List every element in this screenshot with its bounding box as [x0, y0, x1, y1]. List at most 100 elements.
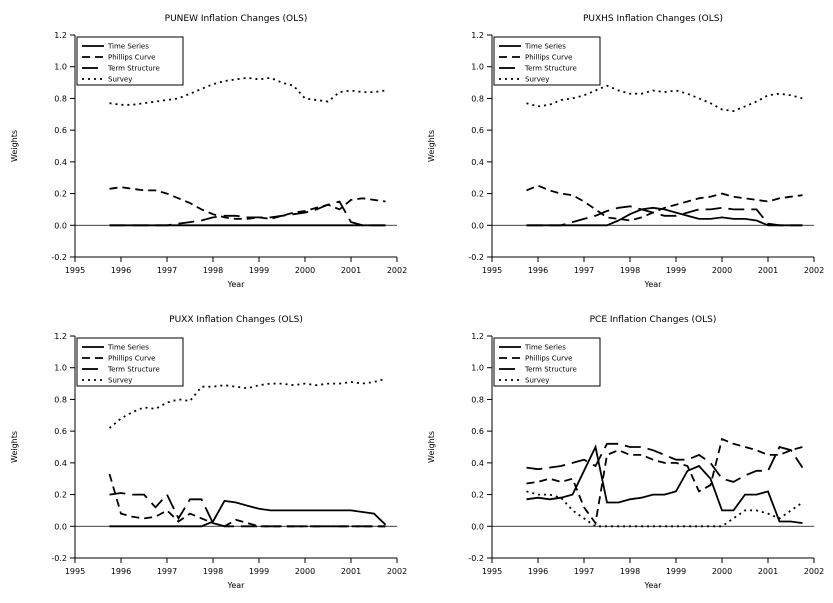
legend-label: Time Series — [107, 344, 149, 352]
legend-label: Time Series — [524, 344, 566, 352]
y-tick-label: 0.8 — [54, 94, 67, 103]
chart-panel-puxx: PUXX Inflation Changes (OLS) -0.2 0.0 0.2 0.… — [0, 301, 416, 603]
x-tick-label: 2001 — [757, 567, 777, 576]
chart-title: PUXX Inflation Changes (OLS) — [169, 315, 303, 325]
x-tick-label: 1999 — [665, 567, 685, 576]
x-tick-label: 1998 — [619, 266, 639, 275]
chart-panel-puxhs: PUXHS Inflation Changes (OLS) -0.2 0.0 0.2 0… — [416, 0, 833, 301]
x-tick-label: 2000 — [711, 567, 731, 576]
series-time-series — [526, 206, 802, 226]
x-tick-label: 2000 — [711, 266, 731, 275]
series-phillips-curve — [525, 437, 803, 526]
chart-puxx: PUXX Inflation Changes (OLS) -0.2 0.0 0.2 0.… — [10, 315, 407, 590]
legend-label: Phillips Curve — [108, 355, 155, 363]
y-tick-label: 0.8 — [471, 94, 484, 103]
x-tick-label: 1997 — [573, 567, 593, 576]
x-tick-label: 1998 — [619, 567, 639, 576]
series-term-structure — [526, 204, 802, 226]
y-tick-label: -0.2 — [51, 253, 67, 262]
x-tick-label: 1997 — [573, 266, 593, 275]
legend-label: Phillips Curve — [525, 53, 572, 61]
x-tick-label: 1996 — [111, 266, 131, 275]
y-tick-label: 0.4 — [471, 157, 484, 166]
legend-label: Time Series — [524, 42, 566, 50]
chart-title: PCE Inflation Changes (OLS) — [589, 315, 716, 325]
y-tick-label: 0.8 — [471, 395, 484, 404]
x-tick-label: 1995 — [481, 266, 501, 275]
chart-title: PUNEW Inflation Changes (OLS) — [165, 14, 308, 24]
legend-label: Survey — [525, 377, 549, 385]
series-phillips-curve — [525, 184, 803, 221]
legend-label: Time Series — [107, 42, 149, 50]
x-tick-label: 2000 — [295, 266, 315, 275]
series-phillips-curve — [108, 473, 386, 528]
series-term-structure — [109, 199, 386, 226]
series-time-series — [525, 444, 803, 524]
x-tick-label: 1995 — [65, 567, 85, 576]
y-tick-label: 1.0 — [471, 364, 484, 373]
legend-label: Term Structure — [524, 64, 577, 72]
legend-box — [493, 337, 600, 387]
y-tick-label: 0.0 — [471, 221, 484, 230]
y-axis-label: Weights — [427, 129, 436, 161]
y-tick-label: 0.8 — [54, 395, 67, 404]
y-axis-label: Weights — [427, 431, 436, 463]
y-tick-label: 0.4 — [54, 157, 67, 166]
x-tick-label: 1999 — [249, 266, 269, 275]
x-tick-label: 2001 — [757, 266, 777, 275]
y-axis-label: Weights — [10, 129, 19, 161]
series-survey — [108, 377, 386, 429]
x-tick-label: 1998 — [203, 567, 223, 576]
x-tick-label: 1995 — [65, 266, 85, 275]
y-axis-label: Weights — [10, 431, 19, 463]
y-tick-label: 0.6 — [54, 126, 67, 135]
y-tick-label: 1.2 — [54, 332, 67, 341]
legend-box — [493, 36, 600, 85]
legend-label: Survey — [525, 75, 549, 83]
legend-label: Survey — [108, 75, 132, 83]
x-tick-label: 2002 — [387, 266, 407, 275]
chart-title: PUXHS Inflation Changes (OLS) — [582, 14, 722, 24]
x-tick-label: 1997 — [157, 266, 177, 275]
x-tick-label: 2002 — [803, 266, 823, 275]
y-tick-label: 0.2 — [54, 189, 67, 198]
legend-label: Term Structure — [107, 366, 160, 374]
y-tick-label: 0.4 — [471, 459, 484, 468]
y-tick-label: 1.2 — [471, 332, 484, 341]
y-tick-label: 0.0 — [54, 221, 67, 230]
y-tick-label: 0.2 — [471, 189, 484, 198]
x-tick-label: 2000 — [295, 567, 315, 576]
series-time-series — [109, 499, 387, 528]
legend-label: Term Structure — [524, 366, 577, 374]
chart-panel-punew: PUNEW Inflation Changes (OLS) -0.2 0.0 0.2 0… — [0, 0, 416, 301]
y-tick-label: 0.6 — [54, 427, 67, 436]
chart-punew: PUNEW Inflation Changes (OLS) -0.2 0.0 0.2 0… — [10, 14, 407, 289]
x-tick-label: 2002 — [803, 567, 823, 576]
series-term-structure — [525, 442, 803, 483]
x-tick-label: 2001 — [341, 266, 361, 275]
y-tick-label: -0.2 — [468, 253, 484, 262]
legend-label: Phillips Curve — [108, 53, 155, 61]
y-tick-label: 0.0 — [54, 522, 67, 531]
y-tick-label: 1.0 — [54, 62, 67, 71]
x-axis-label: Year — [227, 280, 246, 289]
y-tick-label: 0.6 — [471, 427, 484, 436]
chart-pce: PCE Inflation Changes (OLS) -0.2 0.0 0.2 0.4… — [427, 315, 824, 590]
y-tick-label: 1.0 — [471, 62, 484, 71]
x-axis-label: Year — [643, 280, 662, 289]
y-tick-label: 1.0 — [54, 364, 67, 373]
chart-panel-pce: PCE Inflation Changes (OLS) -0.2 0.0 0.2 0.4… — [416, 301, 833, 603]
x-tick-label: 1996 — [111, 567, 131, 576]
y-tick-label: 1.2 — [471, 31, 484, 40]
y-tick-label: 0.2 — [471, 491, 484, 500]
legend-label: Term Structure — [107, 64, 160, 72]
x-tick-label: 1999 — [249, 567, 269, 576]
x-tick-label: 1995 — [481, 567, 501, 576]
x-axis-label: Year — [643, 581, 662, 590]
y-tick-label: 0.2 — [54, 491, 67, 500]
x-tick-label: 2001 — [341, 567, 361, 576]
y-tick-label: 0.0 — [471, 522, 484, 531]
legend-label: Phillips Curve — [525, 355, 572, 363]
series-survey — [525, 490, 803, 528]
